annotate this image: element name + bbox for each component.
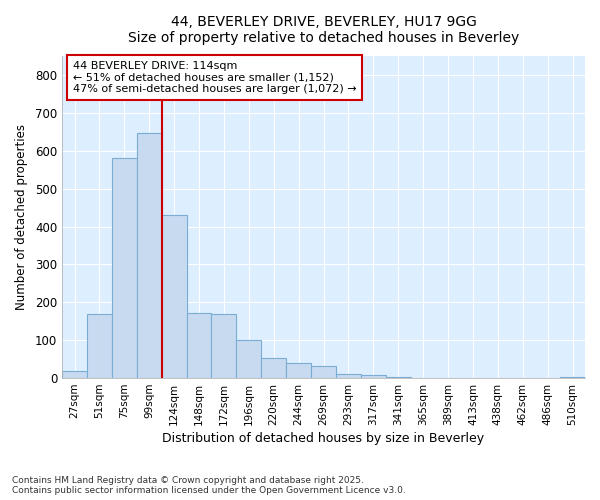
Text: Contains HM Land Registry data © Crown copyright and database right 2025.
Contai: Contains HM Land Registry data © Crown c… [12, 476, 406, 495]
Bar [261, 358, 286, 378]
Bar [361, 375, 386, 378]
Bar [187, 313, 211, 378]
Bar [336, 374, 361, 378]
Bar [137, 132, 161, 378]
Bar [311, 366, 336, 378]
Bar [112, 158, 137, 378]
Bar [286, 363, 311, 378]
Bar [161, 215, 187, 378]
Title: 44, BEVERLEY DRIVE, BEVERLEY, HU17 9GG
Size of property relative to detached hou: 44, BEVERLEY DRIVE, BEVERLEY, HU17 9GG S… [128, 15, 519, 45]
Text: 44 BEVERLEY DRIVE: 114sqm
← 51% of detached houses are smaller (1,152)
47% of se: 44 BEVERLEY DRIVE: 114sqm ← 51% of detac… [73, 61, 356, 94]
Bar [87, 314, 112, 378]
Bar [62, 372, 87, 378]
X-axis label: Distribution of detached houses by size in Beverley: Distribution of detached houses by size … [163, 432, 485, 445]
Y-axis label: Number of detached properties: Number of detached properties [15, 124, 28, 310]
Bar [211, 314, 236, 378]
Bar [236, 340, 261, 378]
